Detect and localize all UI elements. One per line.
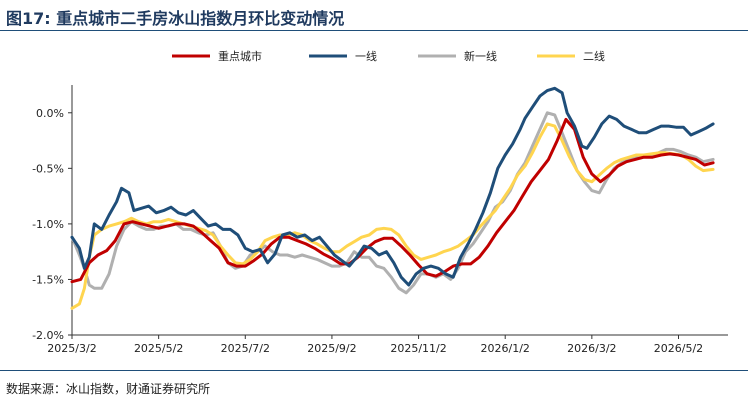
y-tick-label: -2.0%: [32, 329, 64, 342]
legend-label: 一线: [355, 49, 377, 63]
x-tick-label: 2025/7/2: [221, 342, 270, 355]
series-line-2: [70, 111, 715, 295]
legend-label: 新一线: [464, 49, 497, 63]
x-tick-label: 2025/11/2: [390, 342, 446, 355]
x-tick-label: 2025/3/2: [47, 342, 96, 355]
y-tick-label: -1.0%: [32, 218, 64, 231]
chart-axes: 0.0% -0.5% -1.0% -1.5% -2.0%2025/3/2 2025/5/2…: [32, 85, 728, 355]
y-tick-label: -1.5%: [32, 273, 64, 286]
y-tick-label: 0.0%: [36, 107, 64, 120]
data-source-note: 数据来源：冰山指数，财通证券研究所: [6, 382, 211, 396]
chart-legend: 重点城市 一线 新一线 二线: [172, 49, 605, 63]
chart-series: [70, 86, 715, 310]
y-tick-label: -0.5%: [32, 162, 64, 175]
x-tick-label: 2026/3/2: [567, 342, 616, 355]
line-chart: 0.0% -0.5% -1.0% -1.5% -2.0%2025/3/2 2025/5/2…: [32, 49, 728, 355]
series-line-0: [70, 117, 715, 284]
x-tick-label: 2025/9/2: [307, 342, 356, 355]
series-line-3: [70, 122, 715, 310]
source-divider: [0, 370, 748, 371]
legend-label: 重点城市: [218, 49, 262, 63]
series-line-1: [70, 86, 715, 287]
chart-title: 图17: 重点城市二手房冰山指数月环比变动情况: [6, 9, 345, 28]
legend-label: 二线: [583, 49, 605, 63]
x-tick-label: 2026/5/2: [654, 342, 703, 355]
x-tick-label: 2026/1/2: [481, 342, 530, 355]
x-tick-label: 2025/5/2: [134, 342, 183, 355]
title-divider: [0, 30, 748, 31]
